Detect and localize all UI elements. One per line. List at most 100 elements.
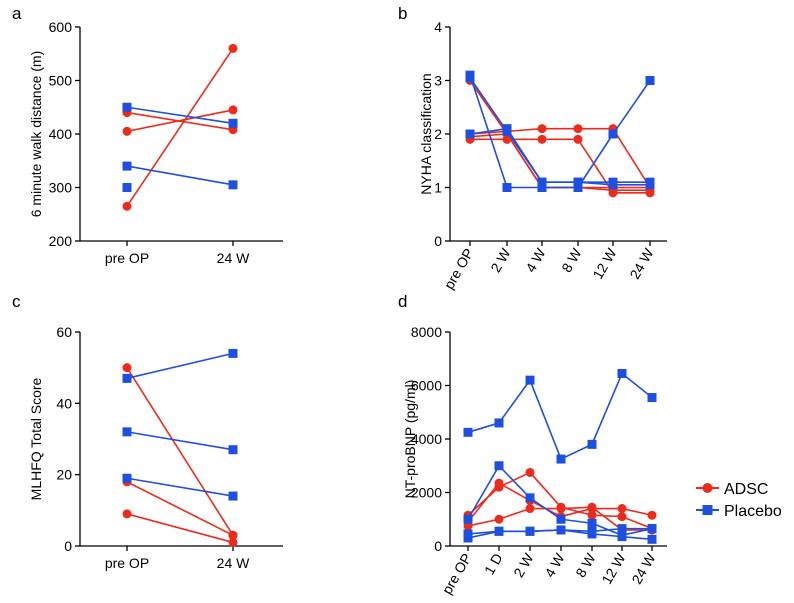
x-tick-label: pre OP (439, 551, 475, 597)
data-point-placebo (556, 525, 566, 535)
panel-label-b: b (398, 4, 407, 23)
x-tick-label: 1 D (481, 551, 506, 578)
series-placebo (122, 183, 132, 192)
series-line-adsc (470, 138, 650, 194)
data-point-adsc (122, 201, 132, 211)
y-tick-label: 2000 (411, 485, 442, 501)
series-placebo (122, 102, 238, 128)
series-adsc (122, 363, 238, 540)
series-placebo (463, 368, 657, 464)
y-tick-label: 20 (56, 467, 72, 483)
series-line-adsc (126, 513, 234, 544)
series-adsc (122, 43, 238, 211)
y-tick-label: 60 (56, 324, 72, 340)
data-point-adsc (525, 467, 535, 477)
data-point-placebo (647, 534, 657, 544)
y-tick-label: 3 (434, 73, 442, 89)
data-point-adsc (228, 105, 238, 115)
data-point-adsc (573, 124, 583, 134)
data-point-placebo (122, 161, 132, 171)
data-point-placebo (525, 493, 535, 503)
data-point-placebo (494, 526, 504, 536)
data-point-placebo (645, 180, 655, 190)
y-axis-title-d: NT-proBNP (pg/ml) (402, 380, 418, 499)
y-tick-label: 500 (49, 73, 73, 89)
series-line-placebo (126, 165, 234, 186)
y-tick-label: 40 (56, 395, 72, 411)
panel-a: a 200 300 400 500 600 pre OP 24 W 6 minute walk … (12, 4, 283, 266)
series-adsc (122, 509, 238, 547)
series-line-adsc (126, 367, 234, 536)
data-point-placebo (122, 473, 132, 483)
x-tick-label: 8 W (572, 550, 599, 580)
series-placebo (465, 124, 655, 187)
x-tick-label: 2 W (487, 245, 514, 275)
data-point-placebo (587, 529, 597, 539)
panel-label-c: c (12, 292, 21, 311)
data-point-adsc (587, 510, 597, 520)
data-point-placebo (494, 418, 504, 428)
data-point-placebo (608, 129, 618, 139)
data-point-adsc (587, 502, 597, 512)
series-line-placebo (469, 74, 651, 189)
data-point-placebo (556, 514, 566, 524)
series-line-placebo (126, 352, 234, 380)
data-point-placebo (494, 461, 504, 471)
legend-item-adsc: ADSC (696, 481, 768, 498)
data-point-placebo (587, 439, 597, 449)
y-axis-title-c: MLHFQ Total Score (28, 377, 44, 500)
data-point-placebo (502, 126, 512, 136)
data-point-placebo (228, 118, 238, 128)
series-line-adsc (469, 127, 651, 188)
data-point-placebo (463, 533, 473, 543)
panel-label-a: a (12, 4, 22, 23)
series-line-placebo (126, 106, 234, 125)
data-point-placebo (556, 454, 566, 464)
series-line-adsc (126, 109, 234, 133)
data-point-adsc (228, 530, 238, 540)
data-point-placebo (463, 427, 473, 437)
x-tick-label: pre OP (105, 555, 149, 571)
legend-item-placebo: Placebo (696, 503, 782, 520)
data-point-placebo (617, 524, 627, 534)
x-tick-label: 24 W (626, 245, 657, 282)
x-tick-label: 8 W (558, 245, 585, 275)
x-tick-label: 4 W (541, 550, 568, 580)
data-point-placebo (228, 180, 238, 190)
series-placebo (463, 525, 657, 544)
series-line-placebo (126, 431, 234, 451)
series-line-placebo (467, 372, 653, 460)
data-point-adsc (122, 509, 132, 519)
legend-placebo-marker (702, 505, 713, 515)
data-point-placebo (228, 348, 238, 358)
data-point-adsc (494, 478, 504, 488)
x-tick-label: 24 W (217, 555, 250, 571)
panel-label-d: d (398, 292, 407, 311)
y-tick-label: 400 (49, 126, 73, 142)
data-point-adsc (573, 134, 583, 144)
series-line-adsc (126, 47, 234, 207)
series-adsc (465, 76, 655, 192)
y-tick-label: 600 (49, 19, 73, 35)
series-placebo (122, 161, 238, 190)
data-point-adsc (537, 134, 547, 144)
series-placebo (122, 473, 238, 501)
data-point-placebo (122, 183, 132, 192)
data-point-placebo (525, 375, 535, 385)
y-tick-label: 200 (49, 233, 73, 249)
y-tick-label: 8000 (411, 324, 442, 340)
y-tick-label: 0 (434, 538, 442, 554)
legend-adsc-marker (702, 483, 713, 493)
series-placebo (122, 427, 238, 455)
series-placebo (465, 73, 655, 190)
series-line-adsc (126, 481, 234, 537)
y-axis-title-b: NYHA classification (418, 73, 434, 194)
data-point-adsc (537, 124, 547, 134)
data-point-adsc (556, 504, 566, 514)
legend-adsc-label: ADSC (724, 481, 768, 498)
y-tick-label: 300 (49, 180, 73, 196)
x-tick-label: 2 W (510, 550, 537, 580)
data-point-placebo (537, 183, 547, 192)
